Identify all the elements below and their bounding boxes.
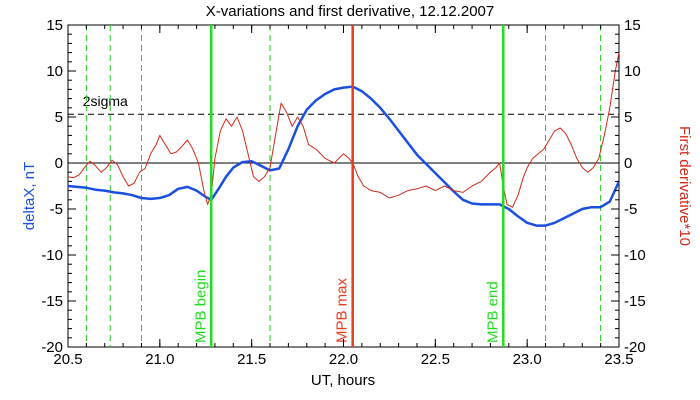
x-tick-label: 21.0 xyxy=(145,351,174,368)
x-tick-label: 23.5 xyxy=(604,351,633,368)
y-right-tick-label: -5 xyxy=(624,201,637,218)
y-left-tick-label: -5 xyxy=(50,201,63,218)
y-right-tick-label: -20 xyxy=(624,339,646,356)
mpb-end-label: MPB end xyxy=(484,281,501,343)
mpb-max-label: MPB max xyxy=(334,277,351,343)
y-right-tick-label: 15 xyxy=(624,17,641,34)
x-tick-label: 22.5 xyxy=(421,351,450,368)
x-tick-label: 22.0 xyxy=(329,351,358,368)
y-left-tick-label: 15 xyxy=(46,17,63,34)
y-left-tick-label: -15 xyxy=(41,293,63,310)
axes: 20.5 21.0 21.5 22.0 22.5 23.0 23.5-20-15-10-50… xyxy=(41,17,645,368)
x-tick-label: 23.0 xyxy=(513,351,542,368)
y-left-tick-label: -10 xyxy=(41,247,63,264)
y-right-tick-label: 10 xyxy=(624,63,641,80)
y-left-tick-label: 0 xyxy=(55,155,63,172)
x-tick-label: 20.5 xyxy=(53,351,82,368)
y-axis-right-label: First derivative*10 xyxy=(676,126,693,246)
mpb-begin-label: MPB begin xyxy=(192,270,209,343)
y-left-tick-label: -20 xyxy=(41,339,63,356)
sigma-label: 2sigma xyxy=(83,93,128,109)
y-left-tick-label: 5 xyxy=(55,109,63,126)
y-right-tick-label: 5 xyxy=(624,109,632,126)
y-left-tick-label: 10 xyxy=(46,63,63,80)
x-tick-label: 21.5 xyxy=(237,351,266,368)
x-axis-label: UT, hours xyxy=(311,372,375,389)
y-axis-left-label: deltaX, nT xyxy=(21,162,38,230)
y-right-tick-label: -15 xyxy=(624,293,646,310)
chart-title: X-variations and first derivative, 12.12… xyxy=(206,3,495,20)
plot-area: 2sigma MPB begin MPB max MPB end xyxy=(67,24,621,348)
y-right-tick-label: 0 xyxy=(624,155,632,172)
derivative-series-line xyxy=(67,52,620,208)
deltax-series-line xyxy=(67,85,621,227)
y-right-tick-label: -10 xyxy=(624,247,646,264)
